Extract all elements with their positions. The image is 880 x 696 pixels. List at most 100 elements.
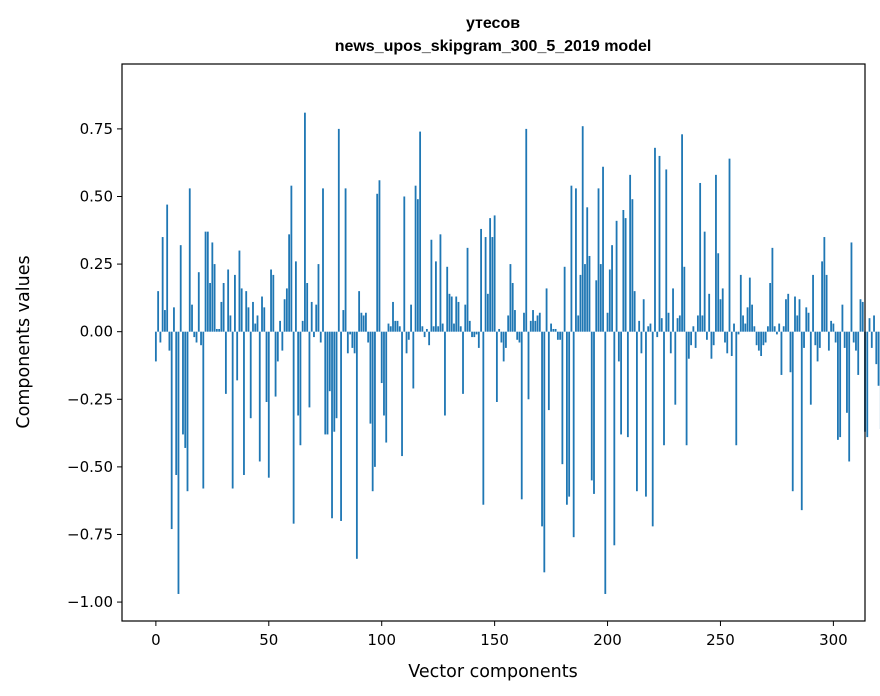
bar-1	[157, 291, 160, 332]
bar-169	[536, 315, 539, 332]
bar-307	[848, 331, 851, 462]
bar-26	[213, 264, 216, 332]
bar-49	[265, 331, 268, 402]
x-tick-label: 200	[593, 631, 622, 649]
bar-146	[484, 237, 487, 332]
bar-64	[299, 331, 302, 446]
x-tick-label: 50	[259, 631, 278, 649]
bar-77	[328, 331, 331, 392]
bar-84	[344, 188, 347, 332]
bar-30	[222, 283, 225, 332]
bar-87	[351, 331, 354, 348]
bar-126	[439, 234, 442, 332]
bar-190	[584, 264, 586, 332]
bar-38	[240, 288, 243, 332]
y-tick-label: −0.75	[67, 525, 113, 543]
bar-99	[378, 180, 381, 332]
bar-246	[710, 331, 713, 359]
bar-306	[846, 331, 848, 413]
bar-291	[812, 274, 814, 332]
bar-117	[419, 131, 422, 332]
bar-42	[249, 331, 252, 419]
bar-167	[532, 310, 534, 332]
bar-121	[428, 331, 431, 346]
bar-50	[267, 331, 270, 478]
chart-subtitle: news_upos_skipgram_300_5_2019 model	[335, 38, 652, 55]
bar-65	[301, 320, 304, 332]
bar-227	[667, 312, 670, 332]
bar-154	[502, 331, 505, 362]
bar-39	[243, 331, 245, 475]
bar-193	[590, 331, 593, 481]
bar-15	[188, 188, 191, 332]
bar-260	[742, 315, 744, 332]
bar-63	[297, 331, 300, 416]
bar-187	[577, 315, 580, 332]
bar-197	[599, 264, 602, 332]
bar-60	[290, 185, 293, 332]
bar-52	[272, 274, 275, 332]
bar-279	[785, 299, 787, 332]
bar-88	[353, 331, 356, 354]
bar-56	[281, 331, 284, 351]
bar-271	[766, 326, 769, 332]
bar-110	[403, 196, 406, 332]
bar-158	[511, 283, 514, 332]
bar-272	[769, 283, 772, 332]
bar-27	[215, 328, 218, 332]
bar-73	[319, 331, 322, 343]
bar-54	[276, 331, 279, 362]
bar-250	[719, 299, 722, 332]
bar-160	[516, 331, 519, 340]
bar-138	[466, 247, 469, 332]
x-tick-label: 0	[151, 631, 161, 649]
bar-156	[507, 315, 510, 332]
bar-289	[807, 312, 810, 332]
bar-288	[805, 307, 808, 332]
bar-142	[475, 331, 478, 335]
bar-203	[613, 331, 616, 546]
bar-301	[834, 331, 837, 343]
bar-185	[572, 331, 575, 538]
bar-316	[868, 318, 871, 332]
y-tick-label: 0.25	[80, 255, 113, 273]
bar-266	[755, 331, 758, 346]
bar-8	[173, 307, 175, 332]
bar-101	[383, 331, 385, 416]
bar-76	[326, 331, 329, 435]
bar-118	[421, 326, 424, 332]
bar-58	[285, 288, 288, 332]
bar-308	[850, 242, 853, 332]
bar-269	[762, 331, 765, 346]
bar-186	[575, 188, 577, 332]
bar-214	[638, 320, 641, 332]
bar-290	[809, 331, 812, 405]
bar-226	[665, 169, 668, 332]
bar-207	[622, 210, 625, 332]
bar-44	[254, 323, 257, 332]
bar-259	[739, 274, 742, 332]
bar-287	[803, 331, 805, 348]
bar-231	[676, 318, 679, 332]
bar-196	[597, 188, 600, 332]
bar-195	[595, 280, 598, 332]
bar-107	[396, 320, 399, 332]
bar-164	[525, 128, 528, 332]
bar-104	[389, 326, 392, 332]
bar-47	[261, 296, 263, 332]
bar-188	[579, 274, 582, 332]
bar-53	[274, 331, 277, 397]
bar-153	[500, 331, 503, 343]
bar-14	[186, 331, 189, 492]
bar-247	[712, 331, 715, 346]
bar-274	[773, 326, 776, 332]
bar-140	[471, 331, 473, 338]
bar-229	[672, 288, 674, 332]
bar-69	[310, 301, 313, 332]
bar-33	[229, 315, 232, 332]
bar-293	[816, 331, 819, 362]
bar-152	[498, 328, 501, 332]
bar-210	[629, 174, 632, 332]
bar-19	[197, 272, 200, 332]
bar-100	[380, 331, 383, 384]
